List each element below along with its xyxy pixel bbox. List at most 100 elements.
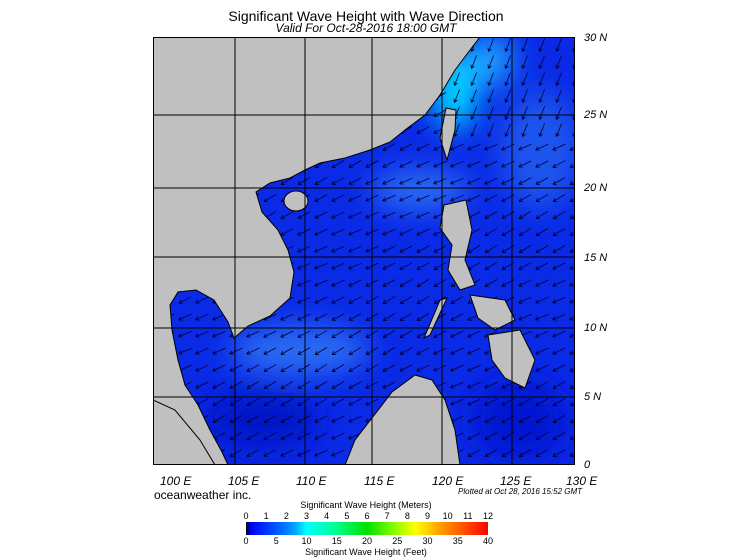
feet-tick: 5	[273, 536, 279, 546]
wave-arrow	[399, 313, 413, 322]
wave-arrow	[263, 347, 277, 355]
wave-arrow	[297, 415, 311, 423]
wave-arrow	[569, 435, 575, 440]
wave-arrow	[331, 245, 345, 253]
wave-arrow	[212, 330, 226, 338]
wave-arrow	[399, 296, 413, 305]
wave-arrow	[314, 398, 328, 406]
lon-label: 110 E	[296, 474, 327, 488]
wave-arrow	[521, 38, 528, 52]
lon-label: 130 E	[566, 474, 598, 488]
wave-arrow	[467, 449, 481, 457]
wave-arrow	[229, 414, 243, 424]
wave-arrow	[399, 279, 413, 287]
wave-arrow	[450, 364, 464, 372]
wave-arrow	[382, 143, 396, 151]
wave-arrow	[484, 143, 498, 151]
meters-tick: 12	[482, 511, 493, 521]
meters-tick: 5	[344, 511, 350, 521]
wave-arrow	[538, 123, 545, 137]
land-visayas	[469, 294, 516, 331]
wave-arrow	[212, 347, 226, 355]
land-taiwan	[439, 107, 457, 162]
meters-tick: 1	[263, 511, 269, 521]
wave-arrow	[484, 160, 498, 168]
wave-arrow	[467, 330, 481, 338]
wave-arrow	[195, 330, 209, 338]
feet-tick: 0	[243, 536, 249, 546]
wave-arrow	[470, 55, 477, 69]
wave-arrow	[331, 262, 345, 270]
wave-arrow	[518, 211, 532, 220]
wave-arrow	[538, 106, 545, 120]
wave-arrow	[382, 245, 396, 253]
wave-arrow	[263, 397, 277, 407]
wave-arrow	[552, 398, 566, 407]
wave-arrow	[246, 364, 260, 372]
wave-arrow	[416, 194, 430, 202]
colorbar-meters-title: Significant Wave Height (Meters)	[300, 500, 432, 510]
wave-arrow	[555, 38, 562, 52]
wave-arrow	[280, 330, 294, 338]
wave-arrow	[535, 432, 549, 441]
wave-arrow	[348, 228, 362, 236]
wave-arrow	[280, 347, 294, 355]
wave-arrow	[535, 210, 549, 220]
wave-arrow	[348, 415, 362, 423]
wave-arrow	[297, 228, 311, 236]
wave-arrow	[382, 160, 396, 168]
wave-arrow	[263, 364, 277, 372]
wave-arrow	[297, 398, 311, 406]
wave-arrow	[569, 333, 575, 338]
wave-arrow	[450, 194, 464, 202]
wave-arrow	[229, 364, 243, 372]
wave-arrow	[467, 347, 481, 355]
meters-tick: 10	[442, 511, 453, 521]
wave-arrow	[178, 296, 192, 304]
meters-tick: 0	[243, 511, 249, 521]
wave-arrow	[280, 313, 294, 321]
wave-arrow	[467, 160, 481, 168]
wave-arrow	[450, 330, 464, 338]
wave-arrow	[569, 452, 575, 457]
wave-arrow	[433, 364, 447, 372]
wave-arrow	[297, 279, 311, 287]
wave-arrow	[569, 350, 575, 355]
wave-arrow	[504, 123, 511, 137]
wave-arrow	[348, 313, 362, 321]
wave-arrow	[555, 72, 562, 86]
meters-tick: 7	[384, 511, 390, 521]
wave-arrow	[348, 330, 362, 339]
wave-arrow	[212, 381, 226, 389]
wave-arrow	[535, 330, 549, 338]
wave-arrow	[552, 347, 566, 355]
wave-arrow	[178, 347, 192, 355]
wave-arrow	[314, 296, 328, 304]
wave-arrow	[518, 398, 532, 406]
wave-arrow	[416, 143, 430, 151]
wave-arrow	[314, 194, 328, 202]
wave-arrow	[470, 72, 477, 86]
wave-arrow	[467, 364, 481, 372]
wave-arrow	[195, 313, 209, 321]
wave-arrow	[470, 123, 477, 137]
wave-arrow	[453, 89, 460, 103]
wave-arrow	[518, 194, 532, 202]
wave-arrow	[314, 363, 328, 373]
wave-arrow	[382, 330, 396, 339]
feet-tick: 10	[301, 536, 312, 546]
wave-arrow	[470, 89, 477, 103]
chart-title: Significant Wave Height with Wave Direct…	[228, 8, 504, 24]
wave-arrow	[518, 177, 532, 185]
wave-arrow	[521, 106, 528, 120]
wave-arrow	[314, 279, 328, 287]
wave-arrow	[450, 398, 464, 406]
wave-arrow	[484, 364, 498, 372]
wave-arrow	[263, 432, 277, 440]
wave-arrow	[467, 177, 481, 185]
wave-arrow	[297, 347, 311, 355]
colorbar-feet-title: Significant Wave Height (Feet)	[305, 547, 427, 557]
wave-arrow	[518, 143, 532, 151]
meters-tick: 11	[463, 511, 473, 521]
wave-arrow	[195, 381, 209, 389]
